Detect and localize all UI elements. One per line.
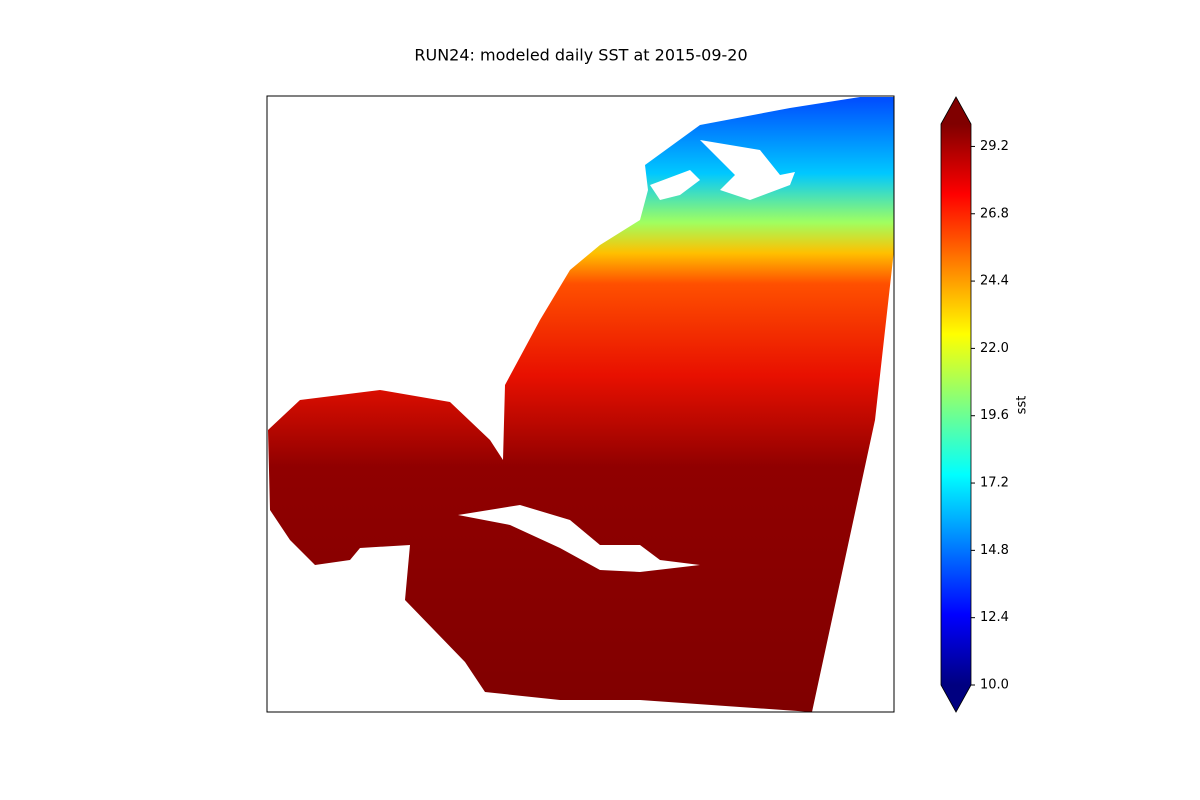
colorbar-label: sst <box>1015 396 1030 415</box>
colorbar-tick-label: 17.2 <box>980 476 1009 491</box>
colorbar-tick-label: 12.4 <box>980 610 1009 625</box>
colorbar-extend-max <box>941 97 971 124</box>
land <box>458 505 700 572</box>
land <box>700 140 795 200</box>
map <box>266 95 895 713</box>
colorbar-tick-label: 10.0 <box>980 678 1009 693</box>
colorbar-extend-min <box>941 685 971 712</box>
ocean <box>268 97 894 712</box>
colorbar-tick-label: 26.8 <box>980 206 1009 221</box>
colorbar-tick-label: 29.2 <box>980 139 1009 154</box>
colorbar-tick-label: 24.4 <box>980 274 1009 289</box>
colorbar-tick-label: 22.0 <box>980 341 1009 356</box>
colorbar-tick-label: 14.8 <box>980 543 1009 558</box>
colorbar-tick-label: 19.6 <box>980 408 1009 423</box>
colorbar: 10.0 12.4 14.8 17.2 19.6 22.0 24.4 26.8 29.2 <box>940 96 1009 713</box>
colorbar-body <box>941 124 971 685</box>
axes-frame <box>266 95 895 713</box>
land <box>650 170 700 200</box>
chart-title: RUN24: modeled daily SST at 2015-09-20 <box>414 46 747 65</box>
